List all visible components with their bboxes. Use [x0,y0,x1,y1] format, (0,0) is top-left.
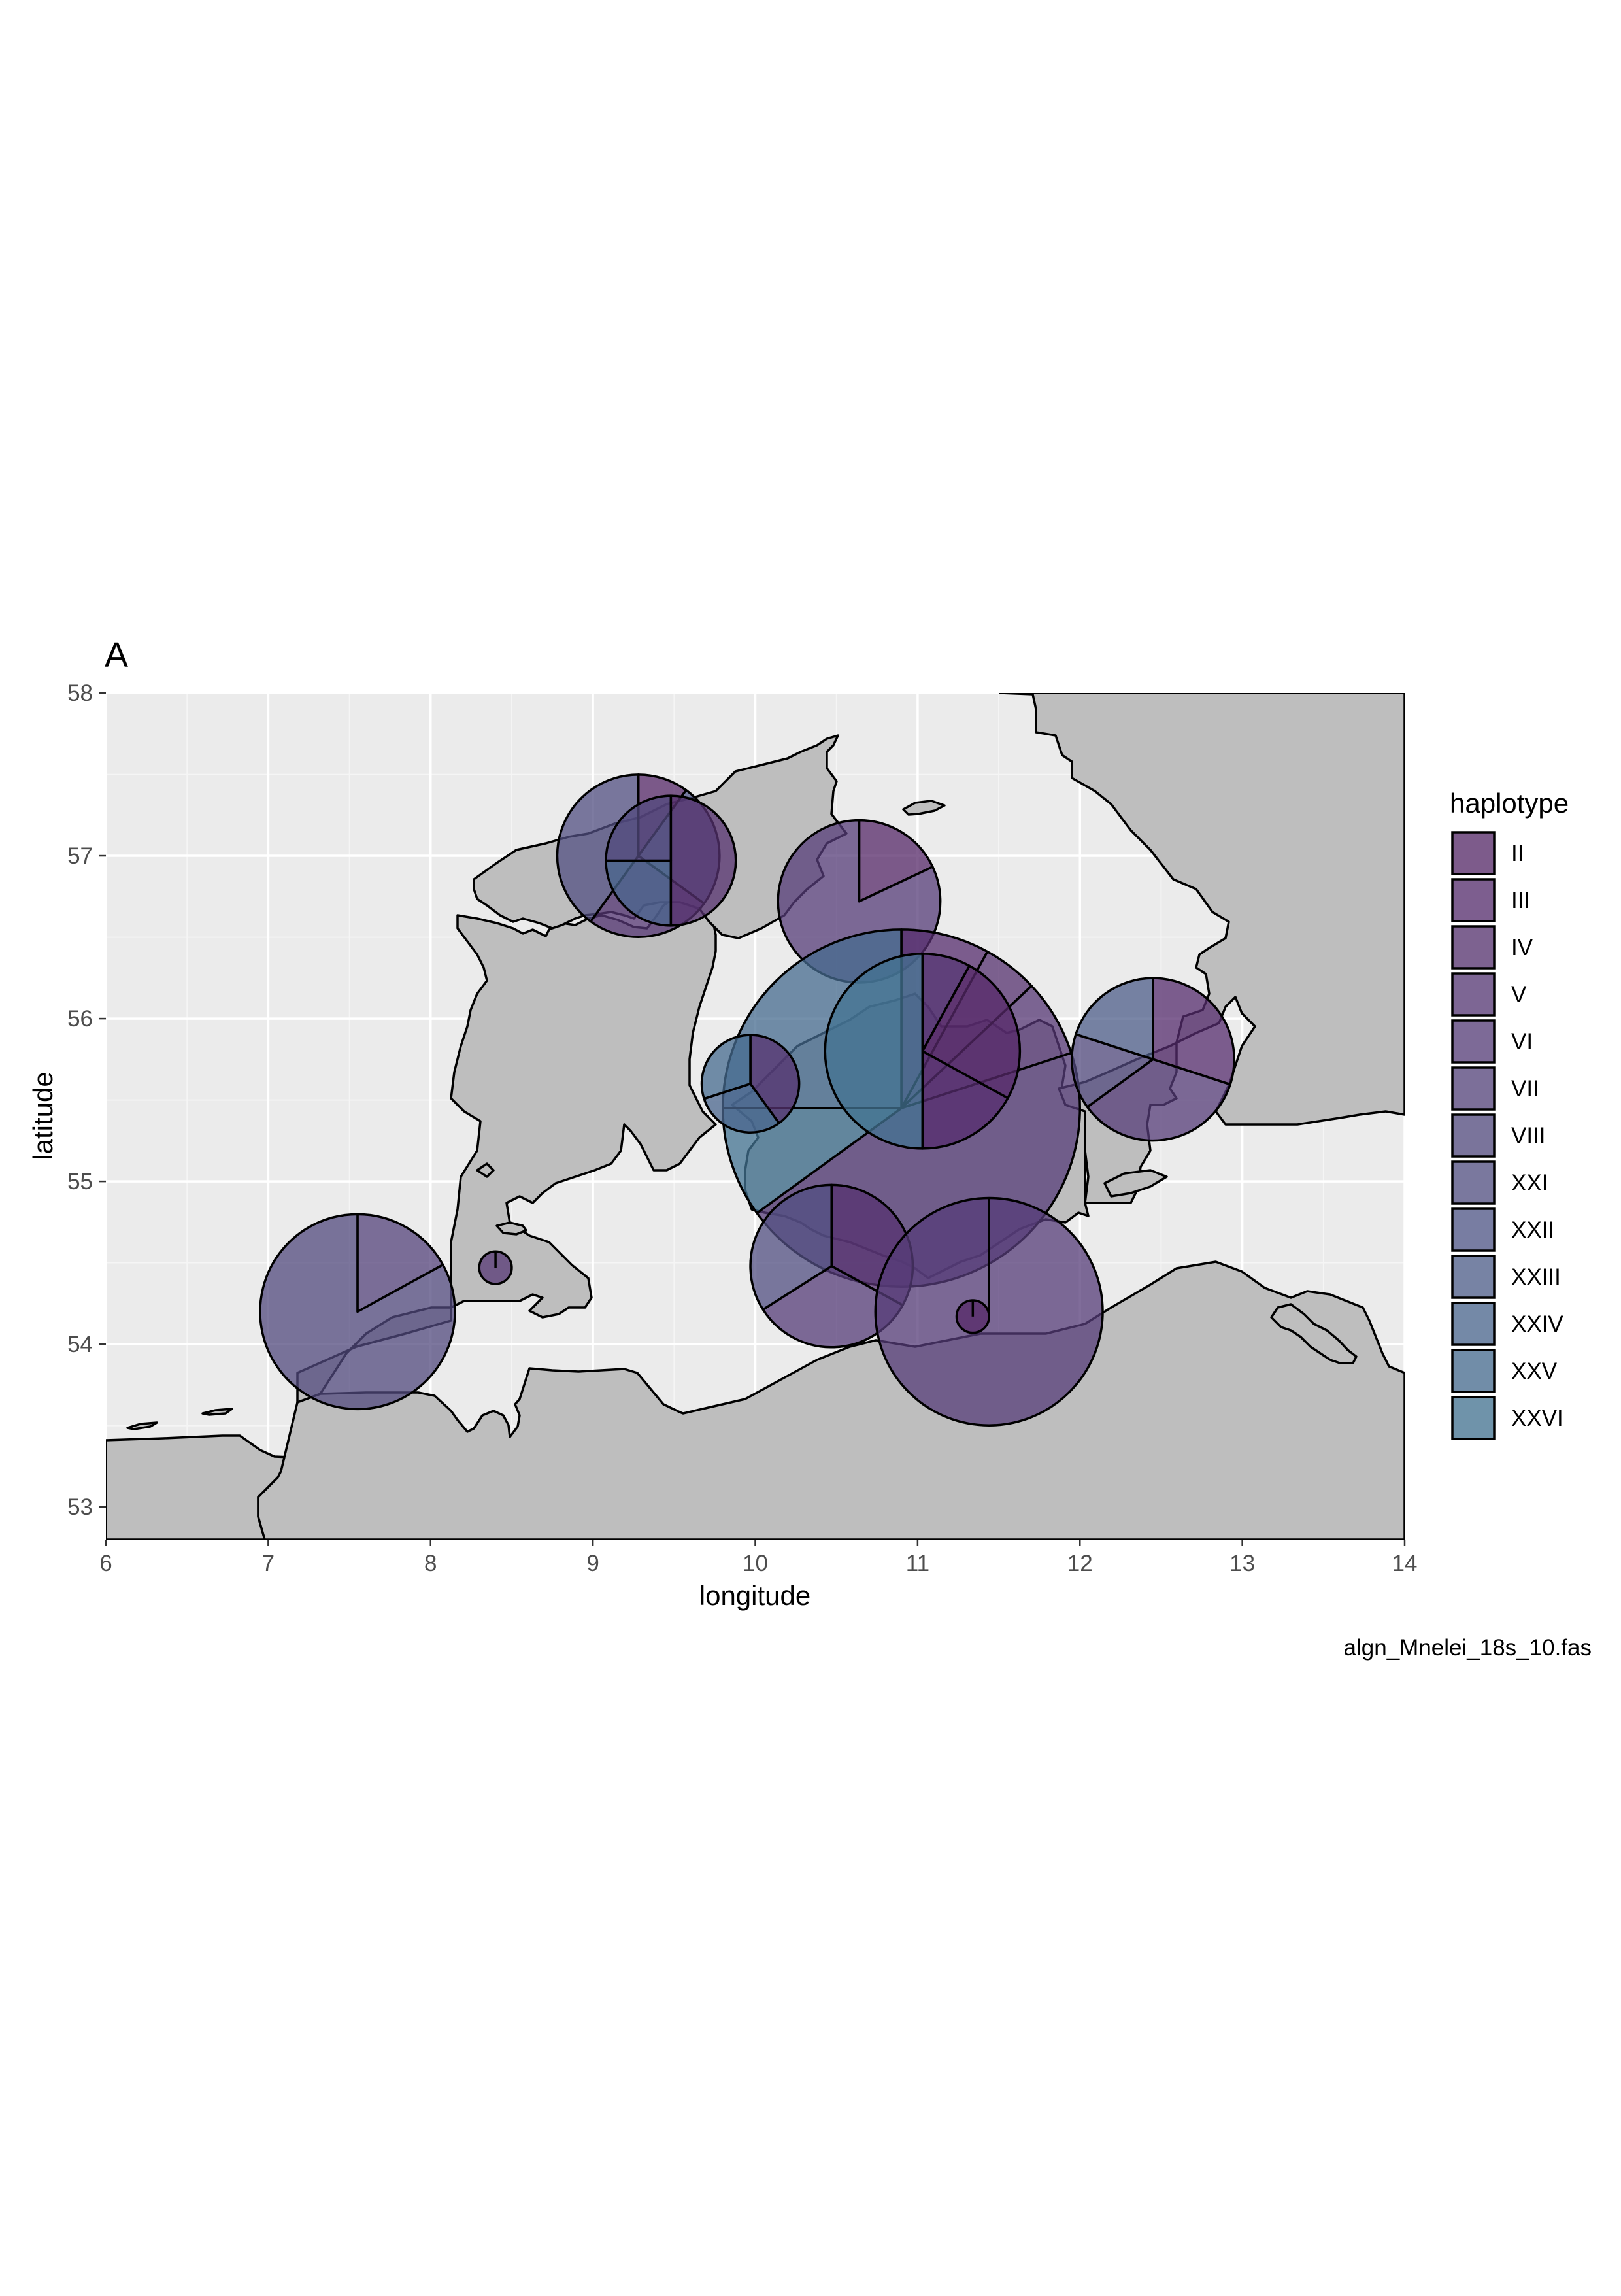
y-tick-label: 58 [67,681,93,706]
land-bornholm-region [1270,1303,1358,1364]
figure-caption: algn_Mnelei_18s_10.fas [1344,1635,1592,1661]
legend-label: VIII [1511,1123,1546,1149]
haplotype-pies-layer [259,773,1235,1427]
legend-label: XXIII [1511,1264,1561,1290]
legend-item: XXV [1451,1349,1558,1393]
pie-chart-station [700,1034,801,1134]
legend-swatch [1451,1396,1496,1440]
x-axis-title: longitude [699,1580,811,1611]
pie-chart-station [955,1299,990,1334]
pie-wedge [1152,977,1235,1086]
legend-swatch [1451,1113,1496,1158]
legend-item: VI [1451,1019,1533,1064]
haplotype-legend: haplotype IIIIIIVVVIVIIVIIIXXIXXIIXXIIIX… [1450,788,1569,1440]
pie-wedge [703,1082,780,1134]
legend-swatch [1451,1349,1496,1393]
land-small-island-fehmarn [495,1221,527,1236]
pie-wedge [921,1050,1009,1150]
legend-item: XXIII [1451,1255,1561,1299]
y-axis: 53 54 55 56 57 58 [67,681,106,1520]
x-tick-label: 6 [99,1551,112,1576]
legend-label: V [1511,982,1527,1007]
pie-wedge [259,1213,456,1411]
legend-label: XXVI [1511,1406,1563,1431]
legend-label: VI [1511,1029,1533,1055]
pie-wedge [921,964,1022,1100]
pie-wedge [605,794,673,862]
pie-wedge [824,953,924,1150]
legend-item: VIII [1451,1113,1546,1158]
pie-chart-station [605,794,737,927]
pie-wedge [700,1034,752,1100]
legend-label: XXII [1511,1217,1554,1243]
land-small-island-laeso [902,800,946,816]
pie-chart-station [478,1250,513,1285]
pie-wedge [1075,977,1154,1061]
pie-wedge [556,773,640,923]
x-tick-label: 7 [262,1551,275,1576]
legend-swatch [1451,1019,1496,1064]
legend-item: XXI [1451,1160,1548,1205]
y-tick-label: 54 [67,1332,93,1357]
land-germany-poland-coast [257,1260,1405,1540]
pie-chart-station [259,1213,456,1411]
legend-label: XXV [1511,1359,1558,1384]
x-tick-label: 9 [586,1551,599,1576]
pie-wedge [749,1183,833,1311]
legend-label: VII [1511,1076,1539,1102]
legend-label: XXI [1511,1170,1548,1196]
legend-swatch [1451,1255,1496,1299]
y-axis-title: latitude [27,1072,58,1160]
pie-wedge [605,859,673,927]
legend-swatch [1451,1160,1496,1205]
legend-swatch [1451,1302,1496,1346]
legend-item: VII [1451,1066,1539,1111]
x-tick-label: 14 [1392,1551,1418,1576]
legend-swatch [1451,925,1496,970]
land-small-island-east [1103,1169,1168,1198]
legend-item: XXVI [1451,1396,1563,1440]
legend-label: XXIV [1511,1311,1563,1337]
legend-item: XXII [1451,1207,1554,1252]
legend-label: II [1511,841,1524,866]
legend-item: XXIV [1451,1302,1563,1346]
land-frisian-island-1 [126,1421,158,1430]
legend-item: III [1451,878,1530,922]
y-tick-label: 53 [67,1494,93,1520]
pie-chart-station [824,953,1022,1150]
x-axis: 6 7 8 9 10 11 12 13 14 [99,1540,1417,1576]
panel-tag: A [105,635,128,675]
legend-label: III [1511,888,1530,913]
legend-item: V [1451,972,1527,1017]
legend-label: IV [1511,935,1533,960]
land-frisian-island-2 [201,1408,233,1416]
legend-swatch [1451,831,1496,875]
pie-chart-station [1071,977,1235,1142]
legend-title: haplotype [1450,788,1569,819]
pie-wedge [1086,1058,1231,1142]
x-tick-label: 10 [743,1551,768,1576]
x-tick-label: 11 [906,1551,929,1576]
pie-wedge [749,1034,801,1124]
legend-item: IV [1451,925,1533,970]
land-small-island-als [476,1162,495,1178]
x-tick-label: 8 [424,1551,437,1576]
legend-swatch [1451,1066,1496,1111]
legend-item: II [1451,831,1524,875]
y-tick-label: 55 [67,1169,93,1194]
pie-wedge [669,794,737,927]
x-tick-label: 12 [1067,1551,1093,1576]
legend-swatch [1451,1207,1496,1252]
pie-wedge [858,819,934,903]
legend-swatch [1451,878,1496,922]
legend-swatch [1451,972,1496,1017]
y-tick-label: 56 [67,1006,93,1032]
pie-wedge [356,1213,444,1313]
y-tick-label: 57 [67,843,93,869]
pie-wedge [1071,1033,1154,1109]
x-tick-label: 13 [1229,1551,1255,1576]
